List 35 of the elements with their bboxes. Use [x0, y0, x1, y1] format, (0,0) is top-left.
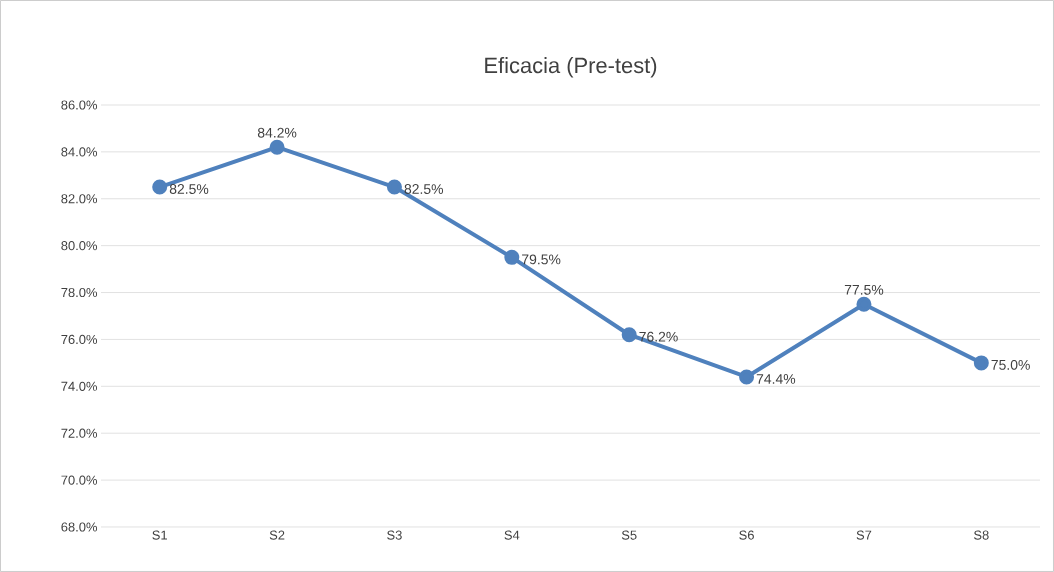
y-tick-label: 76.0%: [61, 334, 98, 345]
y-tick-label: 72.0%: [61, 428, 98, 438]
x-tick-label: S2: [269, 530, 285, 540]
x-tick-label: S3: [387, 530, 402, 540]
data-label: 79.5%: [522, 254, 561, 265]
data-label: 84.2%: [257, 127, 297, 138]
data-label: 82.5%: [169, 184, 209, 194]
data-label: 74.4%: [756, 374, 796, 384]
y-tick-label: 68.0%: [61, 522, 98, 532]
y-tick-label: 80.0%: [61, 241, 98, 251]
data-label: 82.5%: [404, 184, 444, 194]
x-tick-label: S1: [152, 530, 167, 540]
point: [504, 249, 520, 265]
point: [739, 369, 755, 385]
point: [621, 327, 637, 343]
data-label: 76.2%: [639, 331, 678, 342]
y-tick-label: 82.0%: [61, 194, 98, 204]
x-tick-label: S8: [973, 530, 989, 540]
y-tick-label: 74.0%: [61, 381, 98, 391]
x-tick-label: S7: [856, 530, 872, 540]
point: [269, 139, 285, 155]
point: [152, 179, 168, 195]
chart-title: Eficacia (Pre-test): [485, 57, 657, 78]
x-tick-label: S5: [621, 530, 637, 540]
point: [386, 179, 402, 195]
y-tick-label: 84.0%: [61, 147, 98, 157]
point: [973, 355, 989, 371]
y-tick-label: 78.0%: [61, 287, 98, 298]
x-tick-label: S4: [504, 530, 520, 540]
data-label: 75.0%: [991, 359, 1030, 370]
x-tick-label: S6: [739, 530, 754, 540]
y-tick-label: 86.0%: [61, 100, 98, 110]
data-label: 77.5%: [844, 284, 884, 295]
point: [856, 296, 872, 312]
y-tick-label: 70.0%: [61, 475, 98, 485]
